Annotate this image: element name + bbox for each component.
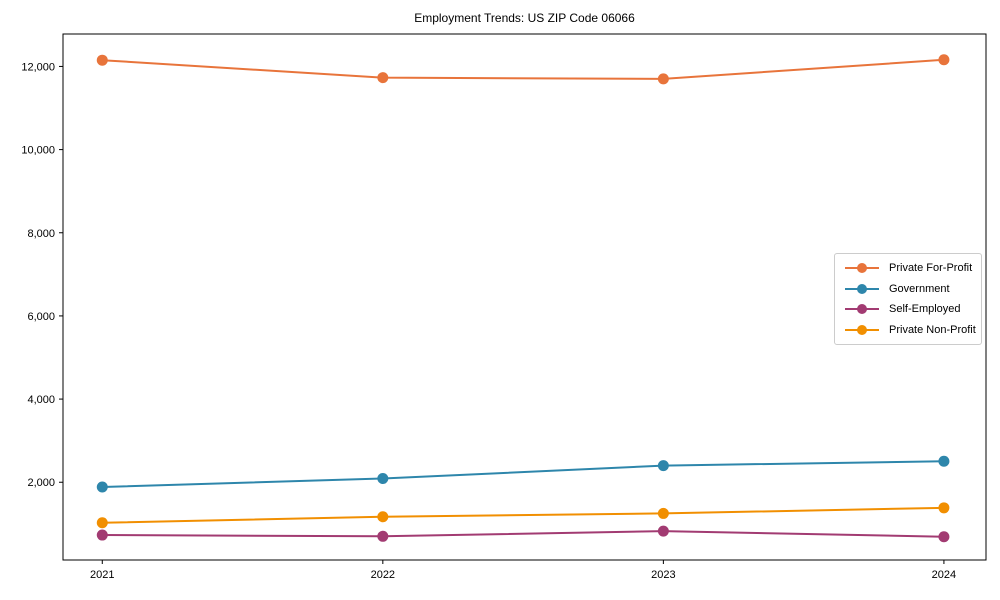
series-line-self-employed xyxy=(102,530,944,538)
legend-label: Self-Employed xyxy=(889,303,961,316)
data-point xyxy=(938,455,950,467)
legend-marker-icon xyxy=(845,263,879,274)
data-point xyxy=(657,460,669,472)
legend-label: Government xyxy=(889,282,950,295)
data-point xyxy=(657,73,669,85)
series-line-government xyxy=(102,460,944,489)
data-point xyxy=(96,517,108,529)
legend-marker-icon xyxy=(845,324,879,335)
data-point xyxy=(938,531,950,543)
data-point xyxy=(377,473,389,485)
data-point xyxy=(96,481,108,493)
legend-item: Self-Employed xyxy=(844,299,981,319)
legend-label: Private For-Profit xyxy=(889,262,973,275)
series-line-private-non-profit xyxy=(102,506,944,524)
data-point xyxy=(657,507,669,519)
y-tick-label: 8,000 xyxy=(27,228,55,240)
legend-item: Private For-Profit xyxy=(844,258,981,278)
x-tick-label: 2024 xyxy=(932,569,956,581)
y-tick-label: 6,000 xyxy=(27,311,55,323)
data-point xyxy=(657,525,669,537)
legend-item: Private Non-Profit xyxy=(844,320,981,340)
plot-border xyxy=(62,33,987,561)
legend-marker-icon xyxy=(845,283,879,294)
data-point xyxy=(96,54,108,66)
data-point xyxy=(377,72,389,84)
legend-marker-icon xyxy=(845,304,879,315)
legend-label: Private Non-Profit xyxy=(889,323,976,336)
legend: Private For-Profit Government Self-Employe… xyxy=(834,253,982,345)
y-tick-label: 12,000 xyxy=(21,61,55,73)
x-tick-label: 2023 xyxy=(651,569,675,581)
data-point xyxy=(938,54,950,66)
chart-title: Employment Trends: US ZIP Code 06066 xyxy=(414,11,635,25)
x-tick-label: 2021 xyxy=(90,569,114,581)
data-point xyxy=(377,530,389,542)
legend-item: Government xyxy=(844,279,981,299)
data-point xyxy=(938,502,950,514)
series-line-private-for-profit xyxy=(102,58,944,80)
y-tick-label: 2,000 xyxy=(27,477,55,489)
data-point xyxy=(96,529,108,541)
x-tick-label: 2022 xyxy=(371,569,395,581)
y-tick-label: 10,000 xyxy=(21,145,55,157)
y-tick-label: 4,000 xyxy=(27,394,55,406)
data-point xyxy=(377,511,389,523)
